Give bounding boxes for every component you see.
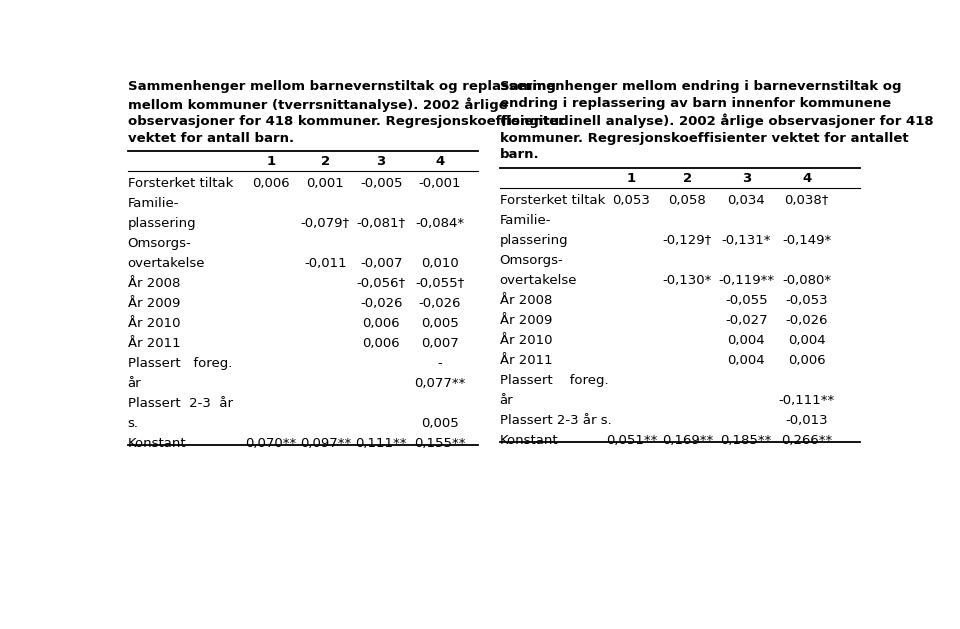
Text: 2: 2: [683, 172, 692, 185]
Text: -0,026: -0,026: [360, 297, 402, 310]
Text: 0,058: 0,058: [668, 194, 707, 207]
Text: Konstant: Konstant: [128, 437, 186, 450]
Text: 0,006: 0,006: [362, 337, 400, 350]
Text: Forsterket tiltak: Forsterket tiltak: [128, 177, 233, 190]
Text: 0,070**: 0,070**: [246, 437, 297, 450]
Text: 0,007: 0,007: [421, 337, 459, 350]
Text: -0,001: -0,001: [419, 177, 462, 190]
Text: 0,053: 0,053: [612, 194, 651, 207]
Text: -0,027: -0,027: [725, 314, 767, 327]
Text: År 2009: År 2009: [500, 314, 552, 327]
Text: plassering: plassering: [128, 217, 197, 230]
Text: År 2011: År 2011: [128, 337, 180, 350]
Text: 1: 1: [627, 172, 636, 185]
Text: Familie-: Familie-: [128, 197, 180, 209]
Text: 0,185**: 0,185**: [721, 434, 772, 447]
Text: -0,007: -0,007: [360, 257, 402, 270]
Text: -0,055: -0,055: [725, 294, 767, 307]
Text: -0,079†: -0,079†: [300, 217, 350, 230]
Text: -0,011: -0,011: [304, 257, 347, 270]
Text: år: år: [500, 394, 514, 407]
Text: s.: s.: [128, 417, 139, 430]
Text: 4: 4: [436, 155, 444, 168]
Text: -0,130*: -0,130*: [662, 274, 712, 287]
Text: overtakelse: overtakelse: [128, 257, 205, 270]
Text: 4: 4: [802, 172, 811, 185]
Text: År 2009: År 2009: [128, 297, 180, 310]
Text: år: år: [128, 377, 141, 390]
Text: 0,051**: 0,051**: [606, 434, 658, 447]
Text: overtakelse: overtakelse: [500, 274, 577, 287]
Text: 0,004: 0,004: [728, 354, 765, 367]
Text: 0,266**: 0,266**: [781, 434, 832, 447]
Text: 0,001: 0,001: [306, 177, 345, 190]
Text: 3: 3: [741, 172, 751, 185]
Text: År 2008: År 2008: [500, 294, 552, 307]
Text: 0,034: 0,034: [728, 194, 765, 207]
Text: -0,013: -0,013: [785, 414, 828, 427]
Text: 0,038†: 0,038†: [784, 194, 828, 207]
Text: -0,053: -0,053: [785, 294, 828, 307]
Text: -0,055†: -0,055†: [416, 277, 465, 290]
Text: -0,149*: -0,149*: [782, 234, 831, 247]
Text: 0,005: 0,005: [421, 317, 459, 330]
Text: Forsterket tiltak: Forsterket tiltak: [500, 194, 605, 207]
Text: -0,026: -0,026: [419, 297, 462, 310]
Text: 0,169**: 0,169**: [661, 434, 713, 447]
Text: 0,010: 0,010: [421, 257, 459, 270]
Text: Sammenhenger mellom barnevernstiltak og replassering
mellom kommuner (tverrsnitt: Sammenhenger mellom barnevernstiltak og …: [128, 80, 564, 145]
Text: Sammenhenger mellom endring i barnevernstiltak og
endring i replassering av barn: Sammenhenger mellom endring i barneverns…: [500, 80, 933, 161]
Text: 2: 2: [321, 155, 330, 168]
Text: -0,129†: -0,129†: [662, 234, 712, 247]
Text: 0,155**: 0,155**: [415, 437, 466, 450]
Text: -0,005: -0,005: [360, 177, 402, 190]
Text: År 2010: År 2010: [500, 334, 552, 347]
Text: -0,026: -0,026: [785, 314, 828, 327]
Text: Plassert   foreg.: Plassert foreg.: [128, 357, 232, 370]
Text: plassering: plassering: [500, 234, 568, 247]
Text: Plassert  2-3  år: Plassert 2-3 år: [128, 397, 232, 410]
Text: 3: 3: [376, 155, 386, 168]
Text: -0,081†: -0,081†: [356, 217, 406, 230]
Text: 0,004: 0,004: [728, 334, 765, 347]
Text: -0,080*: -0,080*: [782, 274, 831, 287]
Text: 0,097**: 0,097**: [300, 437, 351, 450]
Text: -0,119**: -0,119**: [718, 274, 775, 287]
Text: 0,006: 0,006: [252, 177, 290, 190]
Text: 0,006: 0,006: [788, 354, 826, 367]
Text: Familie-: Familie-: [500, 214, 551, 226]
Text: 1: 1: [267, 155, 276, 168]
Text: -0,131*: -0,131*: [722, 234, 771, 247]
Text: 0,004: 0,004: [788, 334, 826, 347]
Text: År 2008: År 2008: [128, 277, 180, 290]
Text: Omsorgs-: Omsorgs-: [500, 253, 564, 267]
Text: 0,006: 0,006: [362, 317, 400, 330]
Text: -0,056†: -0,056†: [356, 277, 406, 290]
Text: Plassert 2-3 år s.: Plassert 2-3 år s.: [500, 414, 612, 427]
Text: År 2011: År 2011: [500, 354, 552, 367]
Text: 0,005: 0,005: [421, 417, 459, 430]
Text: Konstant: Konstant: [500, 434, 559, 447]
Text: Plassert    foreg.: Plassert foreg.: [500, 374, 609, 387]
Text: -0,111**: -0,111**: [779, 394, 835, 407]
Text: År 2010: År 2010: [128, 317, 180, 330]
Text: 0,111**: 0,111**: [355, 437, 407, 450]
Text: -0,084*: -0,084*: [416, 217, 465, 230]
Text: 0,077**: 0,077**: [415, 377, 466, 390]
Text: -: -: [438, 357, 443, 370]
Text: Omsorgs-: Omsorgs-: [128, 237, 191, 250]
